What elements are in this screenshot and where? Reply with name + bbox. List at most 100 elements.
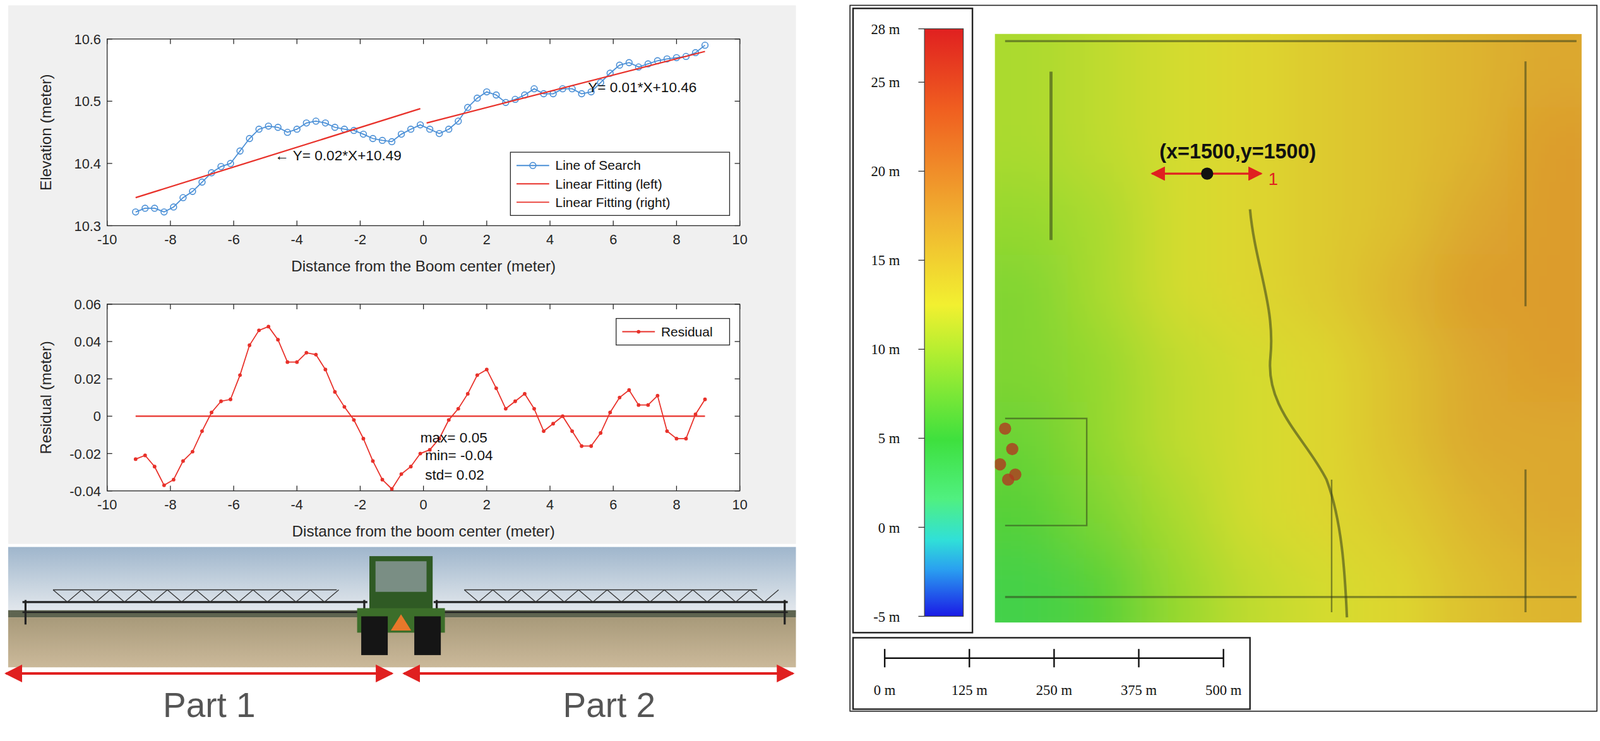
x-tick-label: 8 — [672, 231, 681, 248]
truss — [649, 589, 665, 602]
truss — [721, 589, 737, 602]
field-feature — [1524, 469, 1527, 613]
y-tick-right — [734, 101, 741, 102]
marker — [285, 360, 290, 365]
marker — [219, 399, 223, 404]
x-tick — [486, 220, 487, 226]
truss — [267, 589, 282, 602]
legend-swatch — [516, 164, 550, 167]
x-tick-label: -6 — [227, 231, 240, 248]
y-tick — [107, 378, 113, 380]
marker — [447, 417, 451, 422]
x-tick-top — [676, 304, 677, 310]
map-point — [1200, 167, 1213, 180]
x-tick — [549, 486, 550, 492]
y-tick-label: 10.4 — [74, 155, 102, 172]
marker — [265, 123, 272, 130]
marker — [181, 459, 186, 463]
map-annotation: (x=1500,y=1500) — [1159, 140, 1316, 163]
truss — [281, 589, 297, 602]
y-tick-label: -0.04 — [69, 483, 102, 500]
figure: -10-8-6-4-2024681010.310.410.510.6Distan… — [0, 0, 1600, 741]
truss — [664, 589, 679, 602]
truss — [310, 589, 325, 602]
x-tick-top — [549, 304, 550, 310]
x-tick-top — [296, 39, 298, 45]
series-line — [135, 108, 421, 198]
colorbar-tick — [918, 438, 925, 439]
y-tick-right — [734, 378, 741, 380]
marker — [702, 42, 709, 49]
marker — [703, 397, 708, 402]
marker — [617, 395, 622, 400]
annotation: ← Y= 0.02*X+10.49 — [274, 147, 402, 164]
marker — [152, 464, 157, 469]
marker — [417, 121, 424, 129]
marker — [133, 457, 138, 462]
x-tick-label: 2 — [483, 496, 491, 513]
truss — [81, 589, 96, 602]
truss — [493, 589, 508, 602]
marker — [342, 405, 347, 410]
colorbar-tick — [918, 28, 925, 30]
marker — [436, 130, 443, 138]
marker — [361, 436, 366, 441]
marker — [532, 407, 537, 412]
chart: -10-8-6-4-20246810-0.04-0.0200.020.040.0… — [37, 296, 748, 540]
colorbar-label: 5 m — [878, 430, 901, 447]
truss — [224, 589, 240, 602]
marker — [684, 436, 689, 441]
colorbar-tick — [918, 260, 925, 261]
colorbar-tick — [918, 171, 925, 172]
x-tick-top — [549, 39, 550, 45]
colorbar-tick — [918, 349, 925, 350]
truss — [578, 589, 593, 602]
marker — [409, 464, 413, 469]
x-tick-label: 10 — [732, 496, 748, 513]
marker — [380, 477, 385, 482]
part-label: Part 2 — [563, 685, 657, 725]
y-tick-right — [734, 340, 741, 342]
data-layer — [133, 325, 708, 492]
truss — [564, 589, 580, 602]
y-tick-label: 0 — [93, 408, 102, 425]
marker — [294, 360, 299, 365]
x-tick — [296, 220, 298, 226]
marker — [636, 403, 641, 408]
x-tick — [549, 220, 550, 226]
truss — [67, 589, 83, 602]
x-axis-label: Distance from the Boom center (meter) — [291, 257, 556, 275]
boom — [433, 611, 789, 614]
truss — [53, 589, 68, 602]
marker — [645, 403, 650, 408]
tree — [995, 458, 1007, 471]
marker — [190, 450, 195, 454]
marker — [455, 118, 462, 125]
marker — [143, 453, 148, 458]
wheel — [414, 616, 441, 655]
x-tick-top — [232, 304, 234, 310]
marker — [236, 147, 244, 155]
marker — [238, 373, 242, 377]
y-tick-label: 10.5 — [74, 93, 102, 110]
y-tick-right — [734, 162, 741, 164]
y-tick — [107, 38, 113, 40]
marker — [522, 392, 527, 396]
x-tick-label: -8 — [164, 496, 177, 513]
marker — [475, 373, 480, 377]
marker — [360, 131, 367, 138]
truss — [764, 589, 779, 602]
x-tick-top — [169, 39, 171, 45]
legend-marker — [636, 330, 641, 335]
truss — [138, 589, 154, 602]
x-tick-label: 4 — [546, 496, 554, 513]
truss — [181, 589, 197, 602]
annotation: max= 0.05 — [420, 429, 488, 446]
field-feature — [1331, 479, 1333, 613]
marker — [418, 452, 423, 456]
marker — [625, 59, 633, 66]
legend-label: Line of Search — [555, 157, 641, 173]
marker — [494, 386, 499, 391]
x-tick — [232, 486, 234, 492]
marker — [493, 92, 500, 99]
